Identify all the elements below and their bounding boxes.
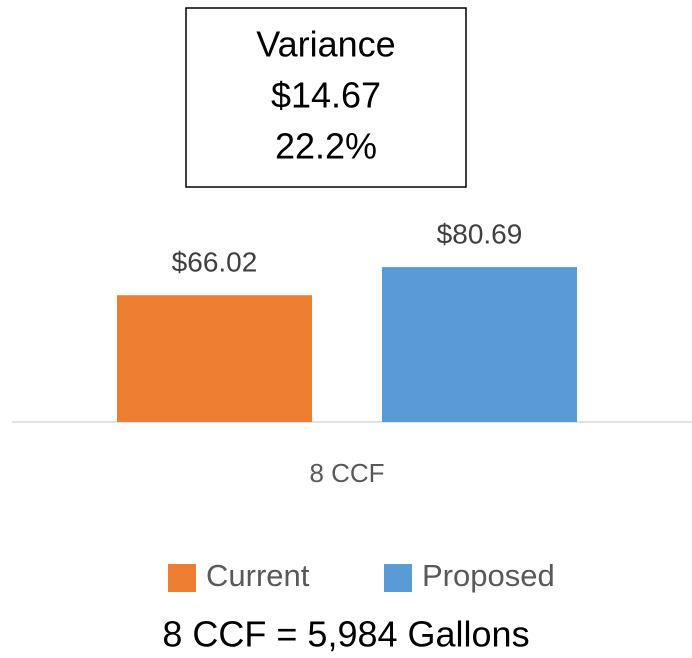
legend-label: Current <box>206 558 310 593</box>
legend-swatch <box>168 564 196 592</box>
annotation-line: Variance <box>256 24 395 65</box>
bar <box>382 267 577 422</box>
x-tick-label: 8 CCF <box>309 458 384 488</box>
legend-swatch <box>384 564 412 592</box>
annotation-line: $14.67 <box>271 75 381 116</box>
footnote: 8 CCF = 5,984 Gallons <box>162 614 529 655</box>
legend-label: Proposed <box>422 558 555 593</box>
annotation-line: 22.2% <box>275 126 377 167</box>
value-label: $66.02 <box>172 247 258 278</box>
annotation-box <box>185 7 467 188</box>
value-label: $80.69 <box>437 218 523 249</box>
bar <box>117 295 312 422</box>
